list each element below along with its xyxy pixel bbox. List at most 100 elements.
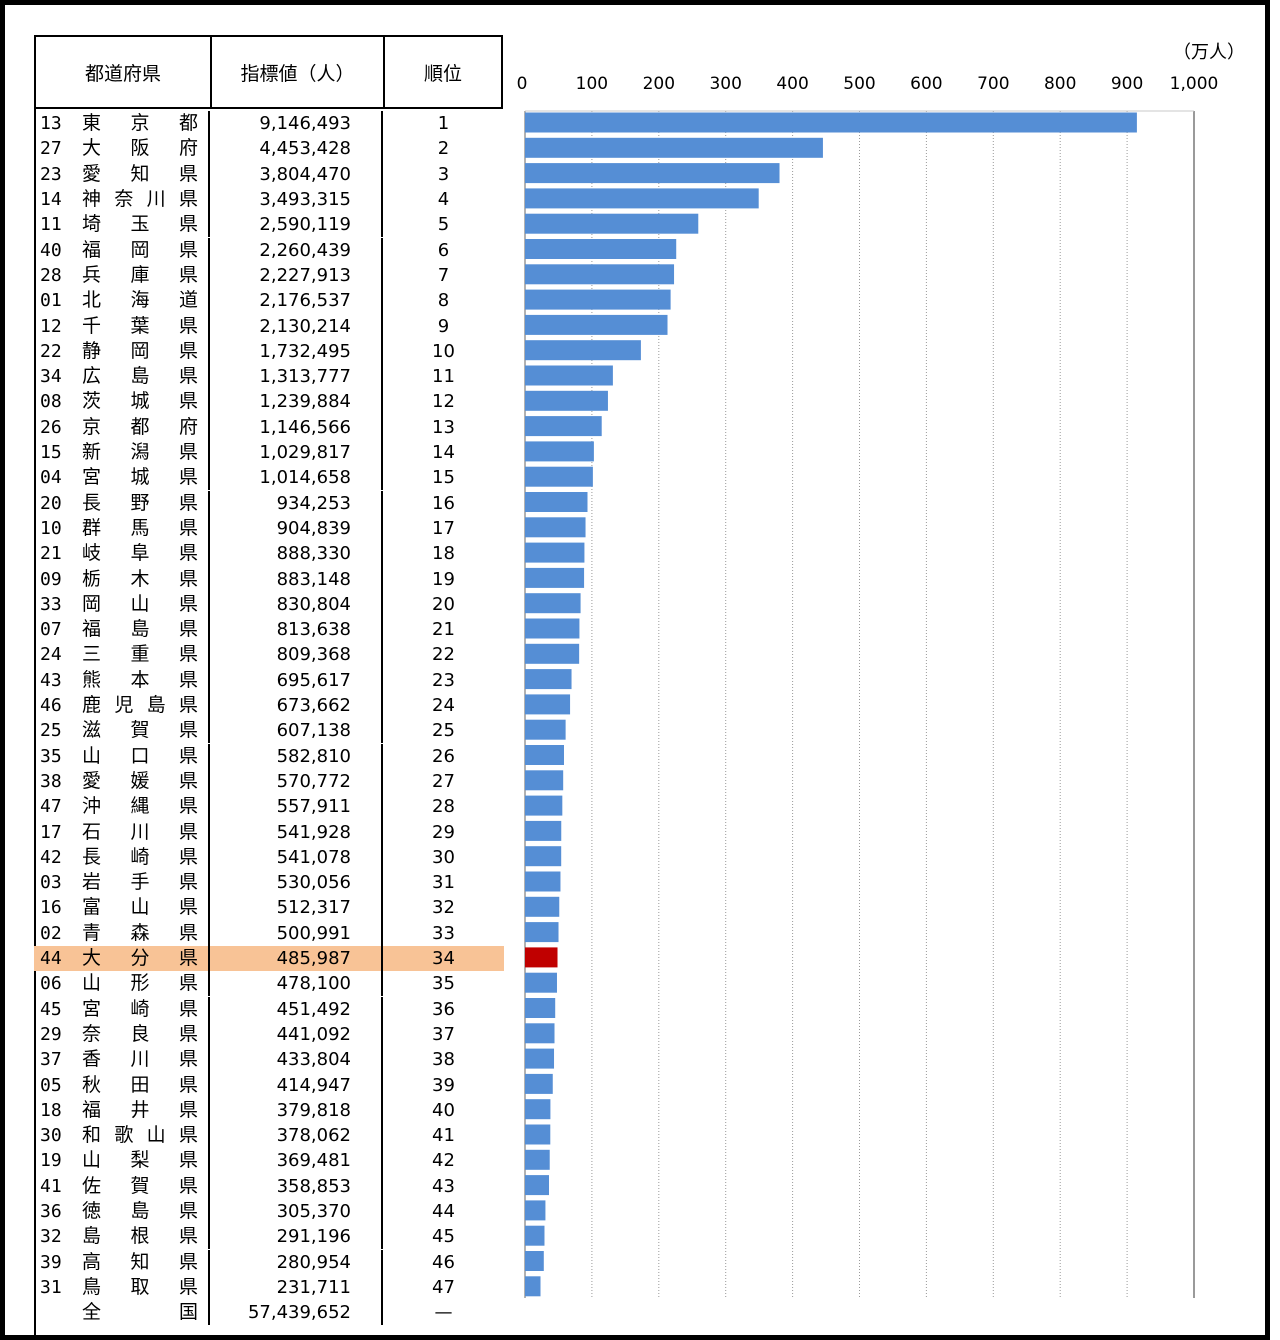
prefecture-code: 38 <box>40 770 62 792</box>
table-row: 32 島根県 291,196 45 <box>34 1224 504 1250</box>
prefecture-name: 山梨県 <box>82 1149 198 1172</box>
x-tick-label: 0 <box>517 74 528 94</box>
x-tick-label: 900 <box>1111 74 1143 94</box>
value-cell: 2,130,214 <box>210 313 383 339</box>
table-row: 13 東京都 9,146,493 1 <box>34 111 504 137</box>
prefecture-name: 秋田県 <box>82 1073 198 1096</box>
table-row: 19 山梨県 369,481 42 <box>34 1148 504 1174</box>
bar <box>525 163 780 184</box>
prefecture-name: 香川県 <box>82 1048 198 1071</box>
prefecture-cell: 19 山梨県 <box>34 1148 210 1174</box>
prefecture-cell: 37 香川県 <box>34 1047 210 1073</box>
table-row: 10 群馬県 904,839 17 <box>34 515 504 542</box>
prefecture-cell: 05 秋田県 <box>34 1072 210 1098</box>
value-cell: 9,146,493 <box>210 111 383 137</box>
rank-cell: 15 <box>432 467 455 489</box>
x-tick-label: 200 <box>643 74 675 94</box>
x-tick-label: 1,000 <box>1170 74 1219 94</box>
table-row: 39 高知県 280,954 46 <box>34 1249 504 1275</box>
prefecture-name: 宮崎県 <box>82 997 198 1020</box>
prefecture-code: 47 <box>40 796 62 818</box>
prefecture-cell: 32 島根県 <box>34 1224 210 1250</box>
bar <box>525 567 585 588</box>
bar <box>525 643 580 664</box>
value-cell: 478,100 <box>210 971 383 997</box>
prefecture-name: 広島県 <box>82 365 198 388</box>
value-cell: 1,014,658 <box>210 465 383 491</box>
prefecture-code: 22 <box>40 340 62 362</box>
value-cell: 3,493,315 <box>210 186 383 213</box>
value-cell: 1,029,817 <box>210 439 383 466</box>
table-row: 14 神奈川県 3,493,315 4 <box>34 186 504 213</box>
rank-cell: 16 <box>432 492 455 514</box>
table-row: 45 宮崎県 451,492 36 <box>34 996 504 1022</box>
bar <box>525 1276 541 1297</box>
bar <box>525 314 668 335</box>
bar <box>525 137 823 158</box>
bar-chart: （万人） 0 100 200 300 400 500 600 700 800 900 1,000 <box>517 42 1245 1298</box>
prefecture-cell: 01 北海道 <box>34 288 210 314</box>
rank-cell: 14 <box>432 442 455 464</box>
bar <box>525 820 562 841</box>
rank-cell: 45 <box>432 1226 455 1248</box>
x-tick-label: 500 <box>843 74 875 94</box>
table-row: 29 奈良県 441,092 37 <box>34 1021 504 1048</box>
table-row: 24 三重県 809,368 22 <box>34 642 504 668</box>
prefecture-name: 北海道 <box>82 289 198 312</box>
prefecture-name: 茨城県 <box>82 390 198 413</box>
value-cell: 280,954 <box>210 1249 383 1275</box>
table-row: 03 岩手県 530,056 31 <box>34 870 504 896</box>
bar-highlighted <box>525 947 558 968</box>
table-row: 23 愛知県 3,804,470 3 <box>34 161 504 187</box>
table-row: 09 栃木県 883,148 19 <box>34 566 504 592</box>
prefecture-cell: 31 鳥取県 <box>34 1274 210 1301</box>
prefecture-cell: 24 三重県 <box>34 642 210 668</box>
prefecture-cell: 22 静岡県 <box>34 338 210 364</box>
rank-cell: 2 <box>437 138 450 160</box>
rank-cell: 36 <box>432 998 455 1020</box>
prefecture-name: 兵庫県 <box>82 263 198 286</box>
table-row: 38 愛媛県 570,772 27 <box>34 768 504 795</box>
bar <box>525 1251 544 1271</box>
prefecture-name: 長野県 <box>82 491 198 514</box>
prefecture-code: 04 <box>40 467 62 489</box>
bar <box>525 416 602 437</box>
bar <box>525 1175 550 1196</box>
rank-cell: 12 <box>432 391 455 413</box>
prefecture-name: 青森県 <box>82 921 198 944</box>
prefecture-cell: 25 滋賀県 <box>34 718 210 744</box>
table-left-border <box>34 109 36 1339</box>
prefecture-name: 山形県 <box>82 972 198 995</box>
value-cell: 57,439,652 <box>210 1300 383 1326</box>
prefecture-code: 11 <box>40 214 62 236</box>
prefecture-code: 16 <box>40 897 62 919</box>
prefecture-code: 33 <box>40 593 62 615</box>
prefecture-name: 高知県 <box>82 1250 198 1273</box>
prefecture-code: 01 <box>40 290 62 312</box>
bar <box>525 517 586 538</box>
value-cell: 830,804 <box>210 591 383 617</box>
prefecture-code: 34 <box>40 366 62 388</box>
bar <box>525 998 556 1018</box>
bar <box>525 188 759 209</box>
rank-cell: 27 <box>432 770 455 792</box>
value-cell: 379,818 <box>210 1097 383 1123</box>
rank-cell: 29 <box>432 821 455 843</box>
value-cell: 2,176,537 <box>210 288 383 314</box>
prefecture-cell: 40 福岡県 <box>34 237 210 263</box>
bar <box>525 1200 546 1221</box>
value-cell: 904,839 <box>210 515 383 542</box>
prefecture-code: 39 <box>40 1251 62 1273</box>
prefecture-name: 静岡県 <box>82 339 198 362</box>
table-row: 30 和歌山県 378,062 41 <box>34 1123 504 1149</box>
rank-cell: 10 <box>432 340 455 362</box>
prefecture-code: 41 <box>40 1175 62 1197</box>
value-cell: 813,638 <box>210 617 383 643</box>
table-row: 31 鳥取県 231,711 47 <box>34 1274 504 1301</box>
rank-cell: 1 <box>437 113 450 135</box>
rank-cell: 35 <box>432 973 455 995</box>
prefecture-code: 08 <box>40 391 62 413</box>
prefecture-code: 09 <box>40 568 62 590</box>
bar <box>525 719 566 740</box>
prefecture-name: 富山県 <box>82 896 198 919</box>
